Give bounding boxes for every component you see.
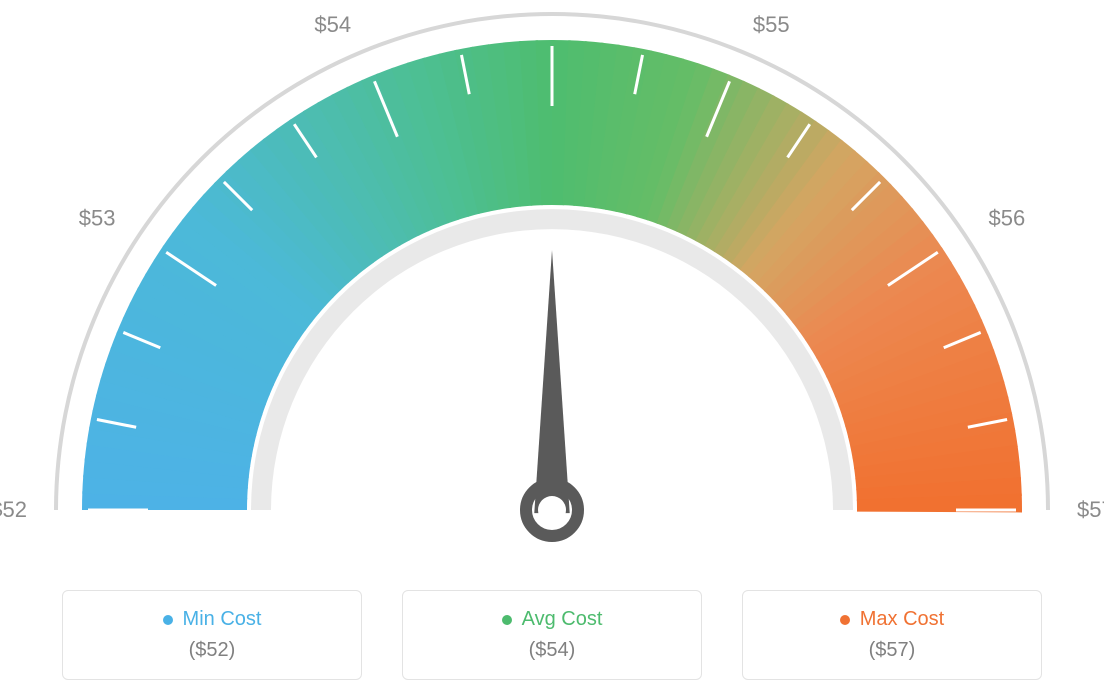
legend-row: Min Cost ($52) Avg Cost ($54) Max Cost (…	[0, 590, 1104, 680]
legend-label-row: Avg Cost	[502, 608, 603, 631]
gauge-chart: $52$53$54$54$55$56$57	[0, 0, 1104, 560]
svg-text:$53: $53	[79, 205, 116, 230]
legend-value-max: ($57)	[869, 639, 916, 662]
legend-card-avg: Avg Cost ($54)	[402, 590, 702, 680]
legend-card-min: Min Cost ($52)	[62, 590, 362, 680]
legend-dot-min	[163, 615, 173, 625]
legend-dot-avg	[502, 615, 512, 625]
gauge-svg: $52$53$54$54$55$56$57	[0, 0, 1104, 560]
svg-text:$55: $55	[753, 12, 790, 37]
legend-label-min: Min Cost	[183, 608, 262, 631]
svg-text:$56: $56	[989, 205, 1026, 230]
legend-card-max: Max Cost ($57)	[742, 590, 1042, 680]
legend-label-row: Max Cost	[840, 608, 944, 631]
svg-text:$57: $57	[1077, 497, 1104, 522]
legend-label-max: Max Cost	[860, 608, 944, 631]
svg-text:$54: $54	[314, 12, 351, 37]
legend-dot-max	[840, 615, 850, 625]
legend-label-row: Min Cost	[163, 608, 262, 631]
legend-value-avg: ($54)	[529, 639, 576, 662]
svg-text:$52: $52	[0, 497, 27, 522]
legend-value-min: ($52)	[189, 639, 236, 662]
legend-label-avg: Avg Cost	[522, 608, 603, 631]
